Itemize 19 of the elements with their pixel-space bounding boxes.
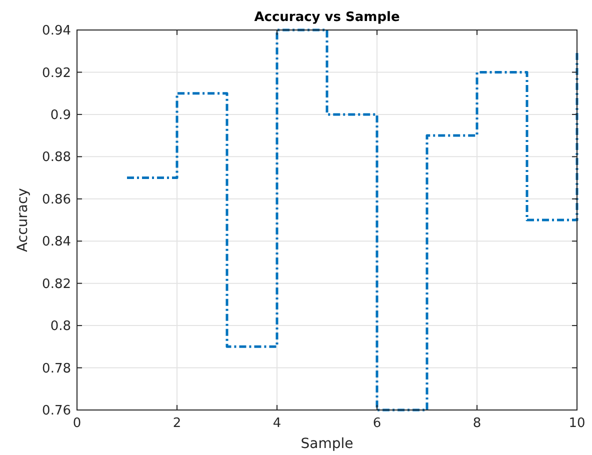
y-tick-label: 0.94	[42, 24, 71, 39]
x-tick-label: 0	[72, 416, 82, 431]
y-tick-label: 0.76	[42, 404, 71, 419]
x-axis-title: Sample	[300, 436, 354, 452]
y-tick-label: 0.88	[42, 150, 71, 166]
x-tick-label: 2	[172, 416, 182, 431]
x-tick-label: 4	[272, 416, 282, 431]
chart-title: Accuracy vs Sample	[254, 10, 400, 25]
x-tick-label: 10	[568, 416, 586, 431]
y-tick-label: 0.84	[42, 234, 71, 250]
y-axis-title: Accuracy	[15, 188, 31, 252]
x-tick-label: 6	[372, 416, 382, 431]
y-tick-label: 0.8	[50, 319, 71, 334]
y-tick-label: 0.9	[50, 108, 71, 123]
y-tick-label: 0.82	[42, 276, 71, 292]
y-tick-label: 0.86	[42, 192, 71, 208]
x-tick-label: 8	[472, 416, 482, 431]
y-tick-label: 0.78	[42, 361, 71, 376]
y-tick-label: 0.92	[42, 66, 71, 81]
